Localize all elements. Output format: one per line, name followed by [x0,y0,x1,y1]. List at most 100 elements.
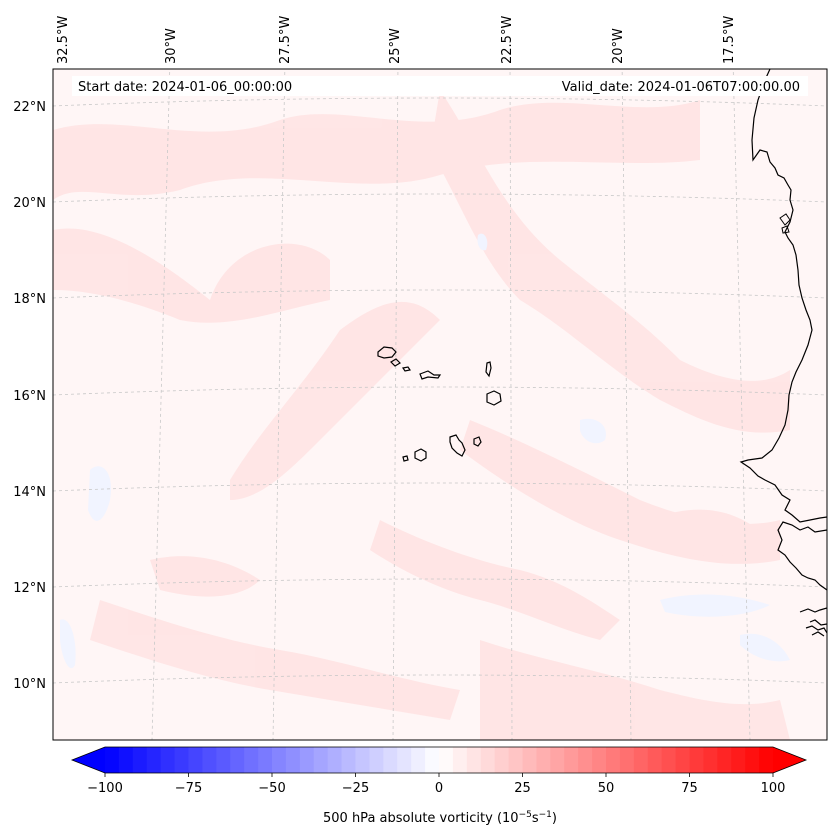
colorbar-extend-min [72,747,105,773]
colorbar-segment [397,747,412,773]
colorbar-segment [146,747,162,773]
colorbar-segment [675,747,691,773]
colorbar-segment [341,747,357,773]
colorbar-segment [383,747,398,773]
colorbar: −100 −75 −50 −25 0 25 50 75 100 500 hPa absolute… [70,746,808,826]
colorbar-tick-label: 25 [514,781,531,796]
colorbar-segment [536,747,551,773]
colorbar-segment [550,747,565,773]
colorbar-segment [647,747,663,773]
lat-label: 16°N [13,389,46,404]
start-date-text: Start date: 2024-01-06_00:00:00 [78,80,292,95]
colorbar-segment [494,747,510,773]
colorbar-segment [258,747,273,773]
island-sao-nicolau [419,370,442,380]
colorbar-segment [188,747,204,773]
colorbar-segment [230,747,245,773]
header-info-box [72,76,808,96]
colorbar-ticks: −100 −75 −50 −25 0 25 50 75 100 [87,773,785,796]
colorbar-segment [452,747,468,773]
lon-label: 17.5°W [722,16,737,64]
positive-vorticity-patches [53,90,790,740]
colorbar-segment [118,747,134,773]
colorbar-segment [745,747,760,773]
lon-label: 27.5°W [278,16,293,64]
lon-label: 25°W [388,28,403,64]
colorbar-segment [606,747,621,773]
senegal-gambia-coast [777,521,827,591]
colorbar-segment [244,747,259,773]
bijagos-islands [779,213,791,234]
colorbar-tick-label: 0 [435,781,443,796]
island-santo-antao [377,346,397,359]
colorbar-segment [633,747,649,773]
colorbar-segment [355,747,371,773]
colorbar-segment [216,747,231,773]
island-santiago [449,434,466,457]
lon-label: 32.5°W [56,16,71,64]
colorbar-segment [661,747,677,773]
colorbar-segment [564,747,579,773]
colorbar-tick-label: −75 [175,781,202,796]
lat-label: 10°N [13,677,46,692]
longitude-labels: 32.5°W 30°W 27.5°W 25°W 22.5°W 20°W 17.5… [56,16,737,64]
island-sal [485,361,492,378]
latitude-labels: 22°N 20°N 18°N 16°N 14°N 12°N 10°N [13,100,46,692]
colorbar-segment [174,747,190,773]
lat-label: 14°N [13,485,46,500]
colorbar-segment [619,747,635,773]
lat-label: 18°N [13,292,46,307]
colorbar-segment [160,747,176,773]
colorbar-label: 500 hPa absolute vorticity (10−5s−1) [323,810,557,826]
guinea-bissau-coast [799,607,827,637]
valid-date-text: Valid_date: 2024-01-06T07:00:00.00 [562,80,800,95]
lon-label: 20°W [611,28,626,64]
island-fogo [414,448,427,462]
colorbar-tick-label: 100 [761,781,786,796]
lat-label: 20°N [13,196,46,211]
lon-label: 30°W [164,28,179,64]
island-sao-vicente [390,358,401,367]
colorbar-segment [522,747,538,773]
colorbar-tick-label: 50 [598,781,615,796]
colorbar-segment [466,747,482,773]
colorbar-segment [299,747,315,773]
colorbar-segments [72,747,806,773]
west-africa-coastline [739,69,827,523]
colorbar-segment [759,747,774,773]
colorbar-segment [689,747,705,773]
lat-label: 22°N [13,100,46,115]
colorbar-tick-label: −25 [342,781,369,796]
colorbar-segment [592,747,607,773]
island-boa-vista [486,390,502,406]
colorbar-segment [327,747,343,773]
cape-verde-islands [377,346,502,462]
island-maio [473,436,482,447]
colorbar-segment [132,747,148,773]
colorbar-segment [202,747,217,773]
colorbar-tick-label: −100 [87,781,123,796]
map-frame [52,68,828,741]
colorbar-segment [411,747,426,773]
colorbar-segment [439,747,454,773]
colorbar-segment [703,747,718,773]
map-panel [53,69,827,740]
colorbar-extend-max [773,747,806,773]
colorbar-segment [313,747,329,773]
colorbar-segment [369,747,384,773]
colorbar-segment [285,747,301,773]
negative-vorticity-patches [60,233,790,669]
colorbar-segment [480,747,496,773]
colorbar-tick-label: 75 [681,781,698,796]
island-brava [402,455,409,462]
colorbar-segment [717,747,732,773]
graticule [53,69,827,740]
lon-label: 22.5°W [500,16,515,64]
colorbar-segment [578,747,593,773]
colorbar-segment [105,747,120,773]
colorbar-tick-label: −50 [258,781,285,796]
colorbar-segment [731,747,746,773]
colorbar-segment [508,747,524,773]
colorbar-segment [425,747,440,773]
